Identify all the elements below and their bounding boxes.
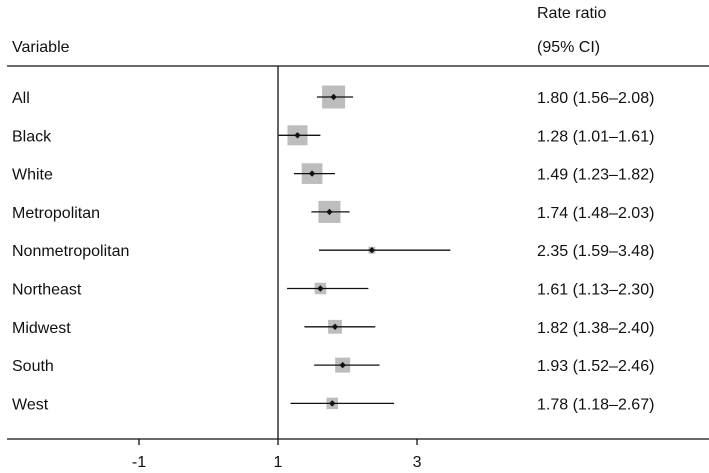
estimate-marker: [317, 285, 324, 292]
forest-row: All 1.80 (1.56–2.08): [12, 85, 654, 109]
estimate-marker: [331, 323, 339, 330]
ci-text: 1.80 (1.56–2.08): [537, 90, 654, 107]
forest-row: West 1.78 (1.18–2.67): [12, 396, 654, 413]
row-label: Black: [12, 128, 52, 145]
estimate-marker: [368, 247, 376, 254]
row-label: West: [12, 396, 49, 413]
ci-text: 1.28 (1.01–1.61): [537, 128, 654, 145]
header-rate-ratio: Rate ratio: [537, 5, 606, 22]
estimate-marker: [339, 361, 346, 369]
ci-text: 1.49 (1.23–1.82): [537, 167, 654, 184]
estimate-marker: [326, 208, 333, 216]
row-label: All: [12, 90, 30, 107]
rows-layer: All 1.80 (1.56–2.08) Black 1.28 (1.01–1.61)…: [12, 66, 654, 439]
row-label: Nonmetropolitan: [12, 243, 129, 260]
ci-text: 1.61 (1.13–2.30): [537, 282, 654, 299]
ci-text: 2.35 (1.59–3.48): [537, 243, 654, 260]
estimate-marker: [308, 170, 316, 177]
ci-text: 1.78 (1.18–2.67): [537, 396, 654, 413]
estimate-marker: [330, 93, 337, 101]
x-axis: -1 1 3: [132, 439, 422, 471]
ci-text: 1.93 (1.52–2.46): [537, 358, 654, 375]
forest-row: Metropolitan 1.74 (1.48–2.03): [12, 200, 654, 223]
forest-row: Black 1.28 (1.01–1.61): [12, 125, 654, 146]
row-label: South: [12, 358, 54, 375]
x-tick-label: 3: [413, 454, 422, 471]
ci-text: 1.74 (1.48–2.03): [537, 205, 654, 222]
estimate-marker: [329, 400, 336, 407]
row-label: White: [12, 167, 53, 184]
row-label: Metropolitan: [12, 205, 100, 222]
ci-text: 1.82 (1.38–2.40): [537, 320, 654, 337]
forest-row: White 1.49 (1.23–1.82): [12, 163, 654, 184]
x-tick-label: 1: [274, 454, 283, 471]
forest-row: Northeast 1.61 (1.13–2.30): [12, 282, 654, 299]
row-label: Midwest: [12, 320, 71, 337]
forest-row: South 1.93 (1.52–2.46): [12, 357, 654, 375]
header-variable: Variable: [12, 39, 70, 56]
forest-row: Nonmetropolitan 2.35 (1.59–3.48): [12, 243, 654, 260]
x-tick-label: -1: [132, 454, 146, 471]
forest-row: Midwest 1.82 (1.38–2.40): [12, 320, 654, 337]
estimate-marker: [294, 132, 301, 139]
header-ci: (95% CI): [537, 39, 600, 56]
row-label: Northeast: [12, 282, 82, 299]
